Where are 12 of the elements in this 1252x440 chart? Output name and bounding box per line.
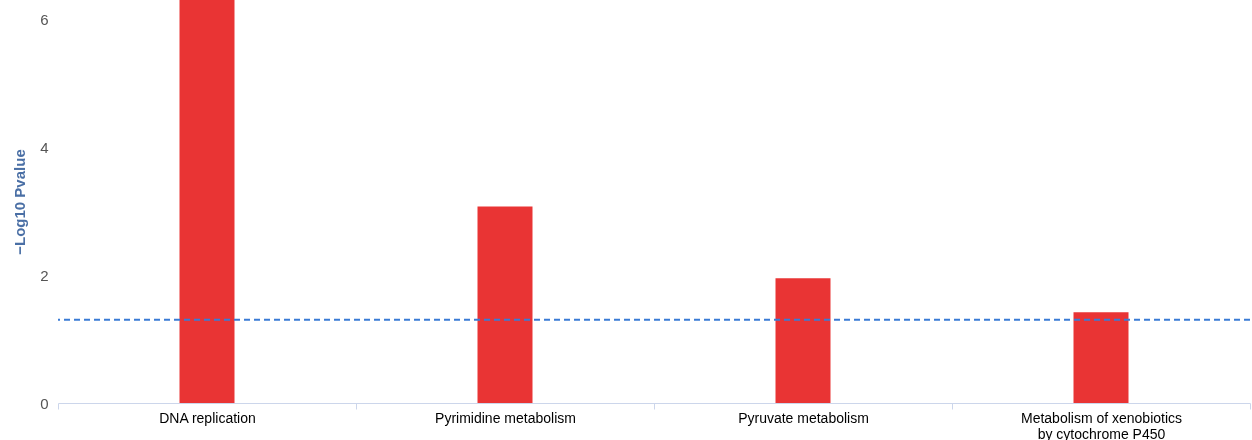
bar [775, 278, 831, 403]
bar [179, 0, 235, 403]
y-tick-label: 0 [40, 394, 49, 412]
y-tick-label: 6 [40, 10, 49, 28]
x-tick-label: Pyrimidine metabolism [435, 409, 576, 426]
bar [1073, 312, 1129, 403]
x-tick-label: DNA replication [159, 409, 256, 426]
y-axis-title: −Log10 Pvalue [11, 149, 29, 255]
y-tick-label: 2 [40, 266, 49, 284]
bar [477, 206, 533, 403]
x-tick-label: Pyruvate metabolism [738, 409, 869, 426]
y-tick-label: 4 [40, 138, 49, 156]
